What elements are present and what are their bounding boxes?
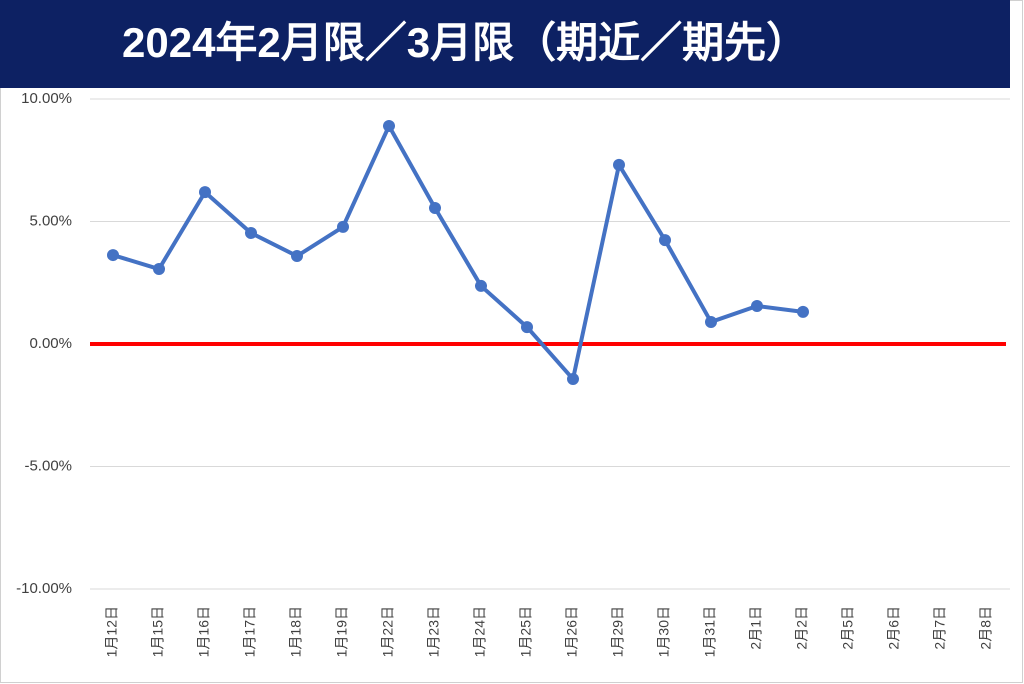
point xyxy=(705,315,717,328)
point xyxy=(429,202,441,215)
point xyxy=(337,220,349,233)
x-tick-label: 2月7日 xyxy=(932,606,948,650)
x-tick-label: 1月29日 xyxy=(610,606,626,657)
x-tick-label: 1月24日 xyxy=(472,606,488,657)
x-tick-label: 2月2日 xyxy=(794,606,810,650)
x-tick-label: 1月15日 xyxy=(150,606,166,657)
x-tick-label: 2月5日 xyxy=(840,606,856,650)
point xyxy=(107,249,119,262)
x-tick-label: 1月31日 xyxy=(702,606,718,657)
point xyxy=(797,305,809,318)
point xyxy=(245,227,257,240)
x-tick-label: 1月18日 xyxy=(288,606,304,657)
x-tick-label: 1月19日 xyxy=(334,606,350,657)
point xyxy=(613,158,625,171)
x-tick-label: 1月26日 xyxy=(564,606,580,657)
point xyxy=(475,279,487,292)
y-tick-label: 10.00% xyxy=(21,90,72,107)
point xyxy=(153,263,165,276)
x-tick-label: 1月22日 xyxy=(380,606,396,657)
x-tick-label: 1月23日 xyxy=(426,606,442,657)
x-tick-label: 1月12日 xyxy=(104,606,120,657)
x-tick-label: 1月30日 xyxy=(656,606,672,657)
x-tick-label: 1月17日 xyxy=(242,606,258,657)
chart-title: 2024年2月限／3月限（期近／期先） xyxy=(122,19,808,66)
x-tick-label: 2月6日 xyxy=(886,606,902,650)
point xyxy=(521,321,533,334)
point xyxy=(383,119,395,132)
x-tick-label: 1月25日 xyxy=(518,606,534,657)
x-tick-label: 1月16日 xyxy=(196,606,212,657)
series-line xyxy=(112,123,804,382)
y-tick-label: -5.00% xyxy=(24,457,72,474)
point xyxy=(567,373,579,386)
y-tick-label: 5.00% xyxy=(29,212,72,229)
point xyxy=(659,234,671,247)
title-banner xyxy=(0,0,1010,88)
x-tick-label: 2月8日 xyxy=(978,606,994,650)
y-tick-label: 0.00% xyxy=(29,335,72,352)
y-tick-label: -10.00% xyxy=(16,580,72,597)
point xyxy=(291,250,303,263)
point xyxy=(751,300,763,313)
x-tick-label: 2月1日 xyxy=(748,606,764,650)
point xyxy=(199,186,211,199)
